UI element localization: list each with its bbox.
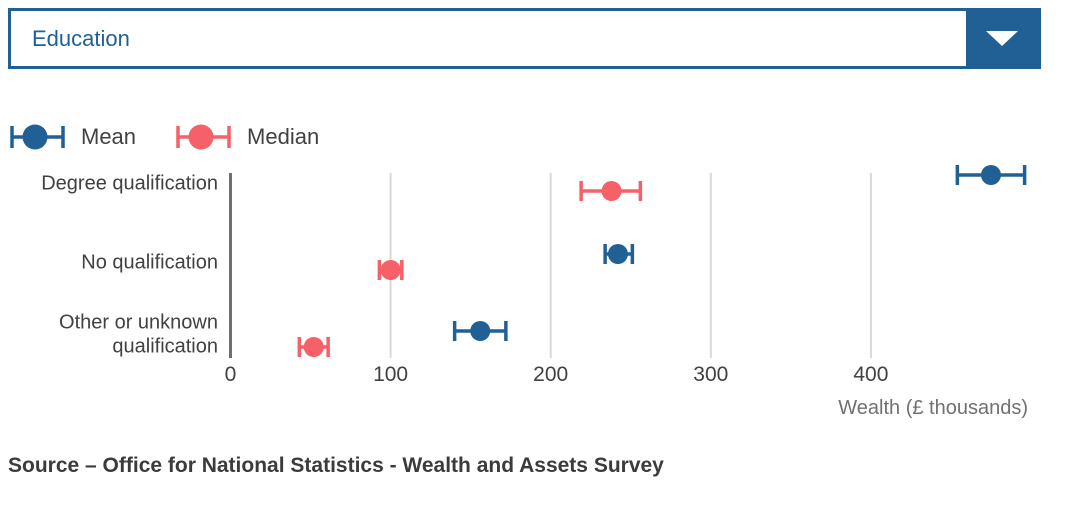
- x-axis-title: Wealth (£ thousands): [838, 397, 1028, 419]
- x-tick-label: 400: [853, 363, 888, 386]
- mean-errorbar-point[interactable]: [452, 321, 508, 341]
- median-marker-part: [380, 260, 401, 280]
- median-errorbar-point[interactable]: [579, 181, 643, 201]
- median-marker-part: [601, 181, 622, 201]
- legend-item-median: Median: [174, 121, 319, 153]
- legend-label-mean: Mean: [81, 124, 137, 149]
- x-tick-label: 200: [533, 363, 568, 386]
- chevron-down-icon: [986, 31, 1018, 46]
- mean-marker-part: [607, 244, 628, 264]
- mean-errorbar-icon: [8, 121, 67, 153]
- dropdown-toggle-button[interactable]: [966, 11, 1038, 66]
- x-tick-label: 100: [373, 363, 408, 386]
- category-label: No qualification: [81, 252, 218, 274]
- x-tick-label: 300: [693, 363, 728, 386]
- legend-label-median: Median: [247, 124, 320, 149]
- category-label: Other or unknown: [59, 312, 218, 334]
- median-errorbar-point[interactable]: [297, 337, 330, 357]
- mean-errorbar-point[interactable]: [955, 165, 1027, 185]
- median-errorbar-point[interactable]: [377, 260, 404, 280]
- mean-marker-part: [470, 321, 491, 341]
- dropdown-selected-value: Education: [32, 25, 130, 51]
- median-errorbar-icon: [174, 121, 233, 153]
- category-label: qualification: [112, 336, 218, 358]
- chart-legend: Mean Median: [8, 121, 357, 153]
- education-dropdown[interactable]: Education: [8, 8, 1041, 69]
- legend-item-mean: Mean: [8, 121, 136, 153]
- median-marker-part: [303, 337, 324, 357]
- x-tick-label: 0: [225, 363, 237, 386]
- category-label: Degree qualification: [41, 173, 218, 195]
- source-note: Source – Office for National Statistics …: [8, 454, 664, 477]
- mean-marker-part: [980, 165, 1001, 185]
- mean-errorbar-point[interactable]: [603, 244, 635, 264]
